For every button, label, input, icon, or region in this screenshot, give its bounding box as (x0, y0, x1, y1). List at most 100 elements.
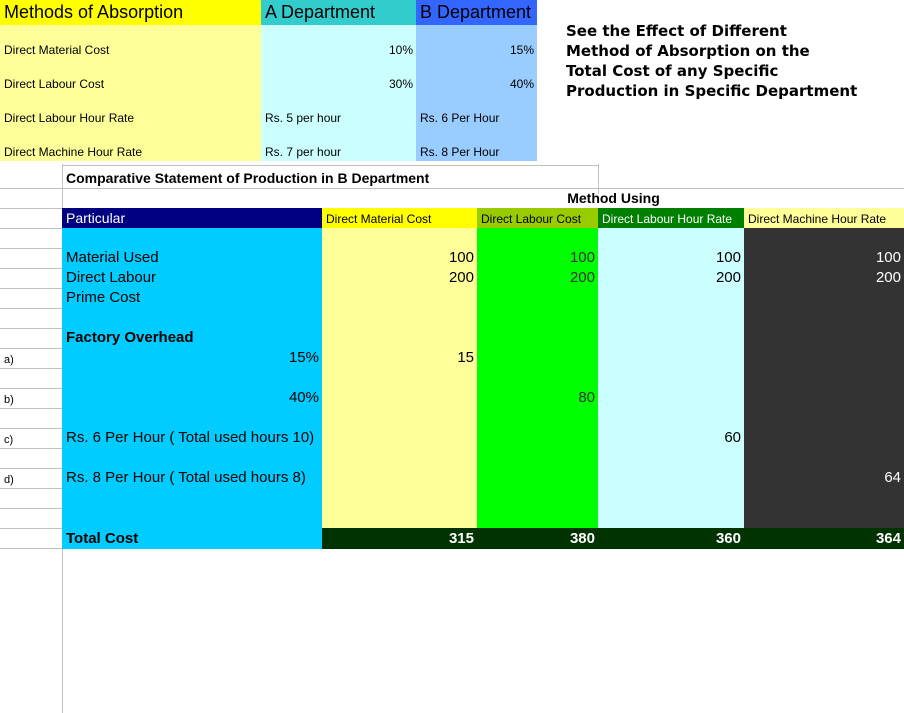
b-department-rate[interactable]: 15% (416, 25, 537, 59)
particular-header[interactable]: Particular (62, 208, 322, 228)
particular-cell[interactable]: Rs. 6 Per Hour ( Total used hours 10) (62, 428, 322, 448)
a-department-rate[interactable]: 30% (261, 59, 416, 93)
value-cell[interactable]: 15 (322, 348, 477, 368)
value-cell[interactable] (477, 228, 598, 248)
value-cell[interactable]: 200 (477, 268, 598, 288)
b-department-rate[interactable]: 40% (416, 59, 537, 93)
value-cell[interactable] (744, 448, 904, 468)
value-cell[interactable]: 64 (744, 468, 904, 488)
total-cost-value[interactable]: 364 (744, 528, 904, 549)
value-cell[interactable] (744, 388, 904, 408)
total-cost-label[interactable]: Total Cost (62, 528, 322, 549)
value-cell[interactable] (322, 508, 477, 528)
value-cell[interactable] (477, 488, 598, 508)
method-column-header[interactable]: Direct Material Cost (322, 208, 477, 228)
method-column-header[interactable]: Direct Labour Hour Rate (598, 208, 744, 228)
value-cell[interactable] (598, 368, 744, 388)
value-cell[interactable] (598, 488, 744, 508)
value-cell[interactable]: 60 (598, 428, 744, 448)
method-name-cell[interactable]: Direct Labour Hour Rate (0, 93, 261, 127)
value-cell[interactable] (744, 288, 904, 308)
row-label[interactable] (0, 448, 62, 468)
value-cell[interactable] (477, 308, 598, 328)
value-cell[interactable] (598, 448, 744, 468)
value-cell[interactable] (744, 408, 904, 428)
value-cell[interactable] (744, 508, 904, 528)
methods-header[interactable]: Methods of Absorption (0, 0, 261, 25)
method-column-header[interactable]: Direct Labour Cost (477, 208, 598, 228)
value-cell[interactable] (598, 508, 744, 528)
total-cost-value[interactable]: 315 (322, 528, 477, 549)
value-cell[interactable] (598, 328, 744, 348)
value-cell[interactable] (598, 288, 744, 308)
value-cell[interactable]: 100 (598, 248, 744, 268)
method-name-cell[interactable]: Direct Material Cost (0, 25, 261, 59)
method-name-cell[interactable]: Direct Labour Cost (0, 59, 261, 93)
value-cell[interactable] (477, 468, 598, 488)
a-department-rate[interactable]: Rs. 7 per hour (261, 127, 416, 161)
value-cell[interactable]: 80 (477, 388, 598, 408)
particular-cell[interactable]: 15% (62, 348, 322, 368)
row-label[interactable] (0, 268, 62, 288)
value-cell[interactable] (322, 288, 477, 308)
row-label[interactable]: a) (4, 354, 14, 366)
particular-cell[interactable]: Factory Overhead (62, 328, 322, 348)
value-cell[interactable] (477, 288, 598, 308)
value-cell[interactable] (477, 448, 598, 468)
particular-cell[interactable]: Rs. 8 Per Hour ( Total used hours 8) (62, 468, 322, 488)
row-label[interactable] (0, 228, 62, 248)
row-label[interactable] (0, 488, 62, 508)
method-column-header[interactable]: Direct Machine Hour Rate (744, 208, 904, 228)
value-cell[interactable]: 100 (322, 248, 477, 268)
value-cell[interactable] (477, 508, 598, 528)
value-cell[interactable] (744, 228, 904, 248)
b-department-header[interactable]: B Department (416, 0, 537, 25)
value-cell[interactable] (322, 488, 477, 508)
row-label[interactable]: d) (4, 474, 14, 486)
row-label[interactable]: c) (4, 434, 14, 446)
particular-cell[interactable]: 40% (62, 388, 322, 408)
particular-cell[interactable] (62, 368, 322, 388)
value-cell[interactable] (598, 468, 744, 488)
b-department-rate[interactable]: Rs. 8 Per Hour (416, 127, 537, 161)
value-cell[interactable] (744, 308, 904, 328)
value-cell[interactable] (598, 348, 744, 368)
particular-cell[interactable] (62, 488, 322, 508)
row-label[interactable] (0, 248, 62, 268)
value-cell[interactable] (477, 368, 598, 388)
row-label[interactable] (0, 328, 62, 348)
a-department-rate[interactable]: Rs. 5 per hour (261, 93, 416, 127)
particular-cell[interactable] (62, 508, 322, 528)
total-cost-value[interactable]: 380 (477, 528, 598, 549)
row-label[interactable] (0, 308, 62, 328)
value-cell[interactable] (322, 328, 477, 348)
value-cell[interactable] (598, 228, 744, 248)
particular-cell[interactable] (62, 228, 322, 248)
value-cell[interactable] (322, 388, 477, 408)
particular-cell[interactable]: Material Used (62, 248, 322, 268)
particular-cell[interactable] (62, 408, 322, 428)
value-cell[interactable]: 100 (744, 248, 904, 268)
value-cell[interactable] (322, 368, 477, 388)
value-cell[interactable]: 100 (477, 248, 598, 268)
value-cell[interactable] (322, 228, 477, 248)
value-cell[interactable] (477, 408, 598, 428)
value-cell[interactable] (744, 488, 904, 508)
method-using-header[interactable]: Method Using (567, 190, 660, 206)
value-cell[interactable] (322, 308, 477, 328)
total-cost-value[interactable]: 360 (598, 528, 744, 549)
particular-cell[interactable] (62, 448, 322, 468)
value-cell[interactable] (322, 428, 477, 448)
value-cell[interactable] (322, 408, 477, 428)
value-cell[interactable] (744, 428, 904, 448)
value-cell[interactable] (322, 448, 477, 468)
row-label[interactable] (0, 408, 62, 428)
a-department-header[interactable]: A Department (261, 0, 416, 25)
value-cell[interactable] (744, 368, 904, 388)
value-cell[interactable] (477, 328, 598, 348)
value-cell[interactable] (322, 468, 477, 488)
value-cell[interactable] (744, 348, 904, 368)
particular-cell[interactable] (62, 308, 322, 328)
value-cell[interactable] (477, 428, 598, 448)
row-label[interactable]: b) (4, 394, 14, 406)
